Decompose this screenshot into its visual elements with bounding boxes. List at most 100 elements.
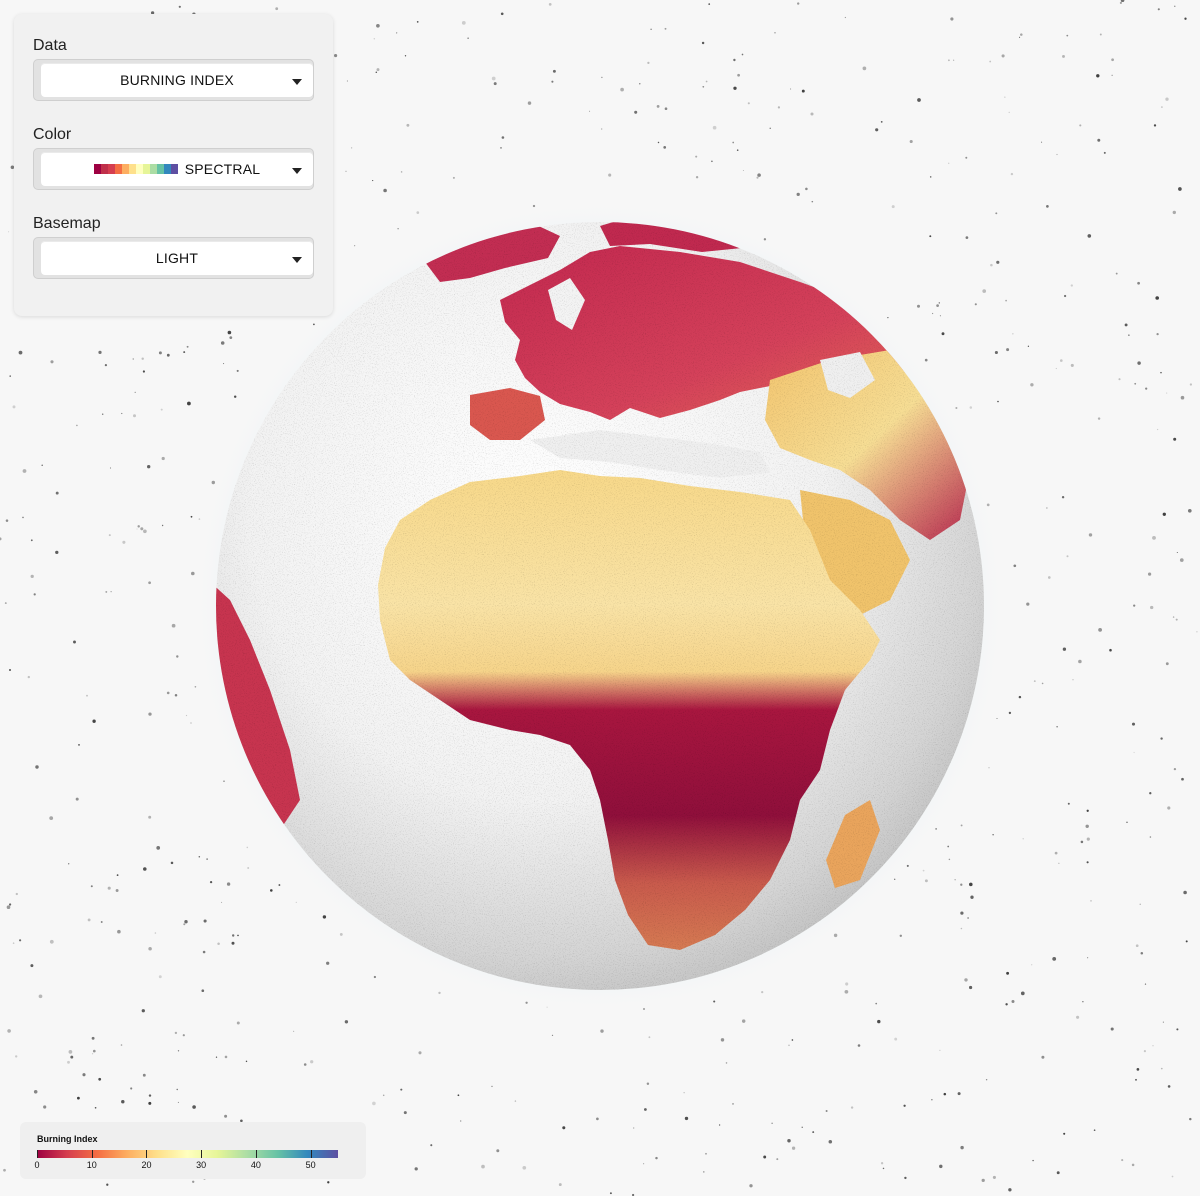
colormap-swatch xyxy=(142,164,150,174)
star-dot xyxy=(1196,631,1198,633)
star-dot xyxy=(500,147,502,149)
star-dot xyxy=(1172,616,1175,618)
star-dot xyxy=(1167,1085,1171,1088)
star-dot xyxy=(322,915,327,919)
star-dot xyxy=(491,76,496,81)
star-dot xyxy=(1086,861,1089,864)
star-dot xyxy=(295,901,297,904)
star-dot xyxy=(143,529,147,534)
legend-tick xyxy=(201,1150,203,1158)
star-dot xyxy=(416,21,419,23)
star-dot xyxy=(247,867,250,869)
star-dot xyxy=(650,28,652,31)
star-dot xyxy=(1139,903,1141,905)
star-dot xyxy=(430,1144,433,1147)
star-dot xyxy=(938,302,940,304)
star-dot xyxy=(130,1087,133,1090)
star-dot xyxy=(1103,151,1106,154)
star-dot xyxy=(1133,751,1135,754)
star-dot xyxy=(68,1050,73,1054)
star-dot xyxy=(1149,836,1152,838)
star-dot xyxy=(481,1164,485,1169)
star-dot xyxy=(1149,792,1152,795)
data-select-value: BURNING INDEX xyxy=(120,72,234,88)
star-dot xyxy=(236,1021,240,1025)
star-dot xyxy=(989,60,992,63)
star-dot xyxy=(1156,332,1159,336)
star-dot xyxy=(733,86,737,90)
star-dot xyxy=(1010,172,1014,176)
star-dot xyxy=(67,1060,70,1064)
star-dot xyxy=(185,714,188,717)
star-dot xyxy=(223,363,225,365)
star-dot xyxy=(1135,944,1139,948)
star-dot xyxy=(1008,711,1012,715)
star-dot xyxy=(27,675,30,679)
chevron-down-icon xyxy=(292,168,302,174)
star-dot xyxy=(109,467,112,469)
star-dot xyxy=(184,920,188,924)
color-select[interactable]: SPECTRAL xyxy=(33,148,314,190)
star-dot xyxy=(1099,33,1102,36)
star-dot xyxy=(107,886,111,890)
star-dot xyxy=(236,369,239,372)
colormap-swatch xyxy=(93,164,101,174)
data-select[interactable]: BURNING INDEX xyxy=(33,59,314,101)
legend-tick xyxy=(91,1150,93,1158)
star-dot xyxy=(19,939,22,942)
star-dot xyxy=(7,1029,11,1033)
basemap-select[interactable]: LIGHT xyxy=(33,237,314,279)
star-dot xyxy=(148,1101,152,1105)
star-dot xyxy=(122,540,126,544)
star-dot xyxy=(705,1152,707,1155)
star-dot xyxy=(862,66,867,71)
star-dot xyxy=(1018,695,1022,699)
star-dot xyxy=(33,593,36,596)
star-dot xyxy=(327,1181,330,1184)
star-dot xyxy=(552,69,556,73)
star-dot xyxy=(148,1094,152,1097)
legend-tick xyxy=(146,1150,148,1158)
star-dot xyxy=(713,1000,716,1003)
star-dot xyxy=(1085,824,1089,829)
star-dot xyxy=(1137,361,1141,365)
colormap-swatch-icon xyxy=(93,164,178,174)
star-dot xyxy=(142,370,145,373)
star-dot xyxy=(43,1105,47,1109)
star-dot xyxy=(1030,383,1034,387)
star-dot xyxy=(733,58,736,62)
star-dot xyxy=(1001,54,1005,58)
star-dot xyxy=(15,892,18,896)
star-dot xyxy=(12,942,15,944)
star-dot xyxy=(217,942,220,946)
star-dot xyxy=(156,846,161,850)
star-dot xyxy=(141,357,144,360)
star-dot xyxy=(192,1105,196,1109)
star-dot xyxy=(1041,1055,1045,1059)
star-dot xyxy=(747,102,750,105)
star-dot xyxy=(732,1103,734,1105)
star-dot xyxy=(1063,1132,1066,1135)
star-dot xyxy=(1153,124,1157,127)
star-dot xyxy=(12,405,16,409)
star-dot xyxy=(1136,1068,1140,1071)
star-dot xyxy=(418,1051,422,1055)
star-dot xyxy=(844,989,849,994)
star-dot xyxy=(988,767,990,769)
star-dot xyxy=(601,76,603,79)
star-dot xyxy=(178,5,181,8)
star-dot xyxy=(737,73,740,77)
star-dot xyxy=(209,880,213,884)
star-dot xyxy=(92,1049,96,1053)
star-dot xyxy=(985,1078,988,1081)
star-dot xyxy=(4,602,7,605)
star-dot xyxy=(812,1131,815,1134)
star-dot xyxy=(894,1037,898,1041)
star-dot xyxy=(646,1082,650,1085)
legend-tick xyxy=(255,1150,257,1158)
star-dot xyxy=(158,351,162,355)
star-dot xyxy=(810,112,814,116)
star-dot xyxy=(190,722,192,724)
star-dot xyxy=(1173,767,1177,771)
